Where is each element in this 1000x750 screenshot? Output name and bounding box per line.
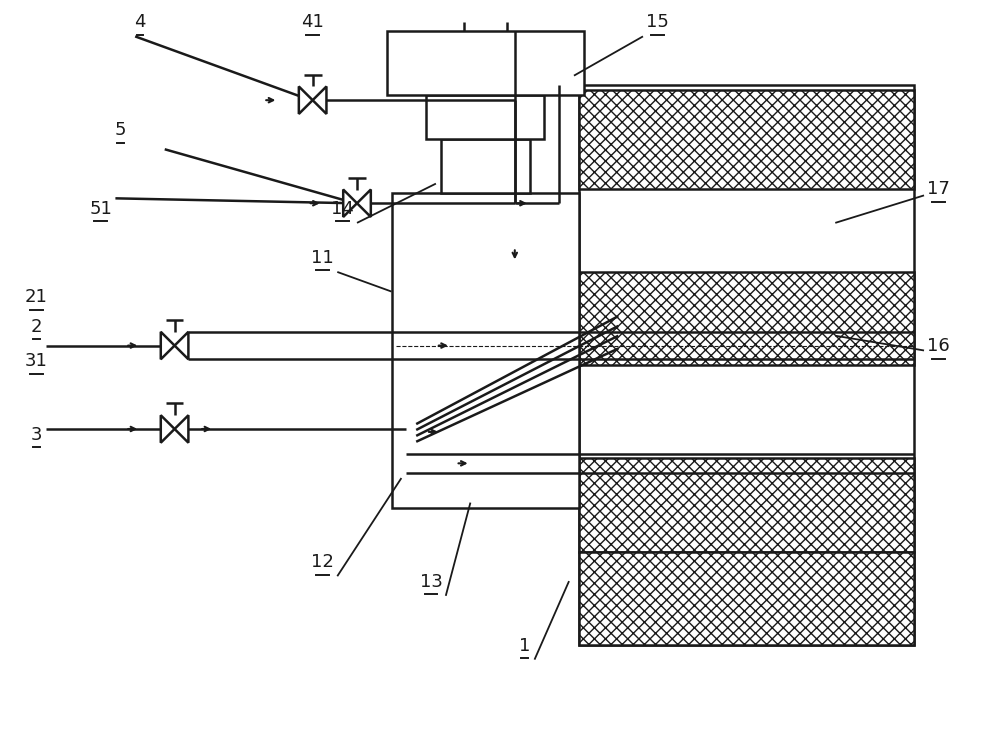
Text: 15: 15 [646,13,669,32]
Text: 3: 3 [31,426,42,444]
Text: 4: 4 [134,13,146,32]
Bar [579,90,914,188]
Polygon shape [161,416,175,442]
Text: 2: 2 [31,318,42,336]
Bar [441,140,530,194]
Text: 5: 5 [115,122,126,140]
Text: 13: 13 [420,573,442,591]
Polygon shape [357,190,371,217]
Text: 17: 17 [927,180,950,198]
Text: 31: 31 [25,352,48,370]
Polygon shape [313,86,326,114]
Text: 1: 1 [519,637,530,655]
Text: 14: 14 [331,200,354,218]
Bar [387,32,584,95]
Polygon shape [343,190,357,217]
Polygon shape [299,86,313,114]
Bar [426,95,544,140]
Bar [579,86,914,645]
Text: 21: 21 [25,288,48,306]
Bar [579,552,914,645]
Bar [579,458,914,552]
Bar [392,194,579,508]
Polygon shape [175,332,188,359]
Polygon shape [161,332,175,359]
Text: 16: 16 [927,338,950,356]
Polygon shape [175,416,188,442]
Text: 51: 51 [89,200,112,218]
Text: 12: 12 [311,554,334,572]
Bar [579,272,914,365]
Text: 41: 41 [301,13,324,32]
Text: 11: 11 [311,249,334,267]
